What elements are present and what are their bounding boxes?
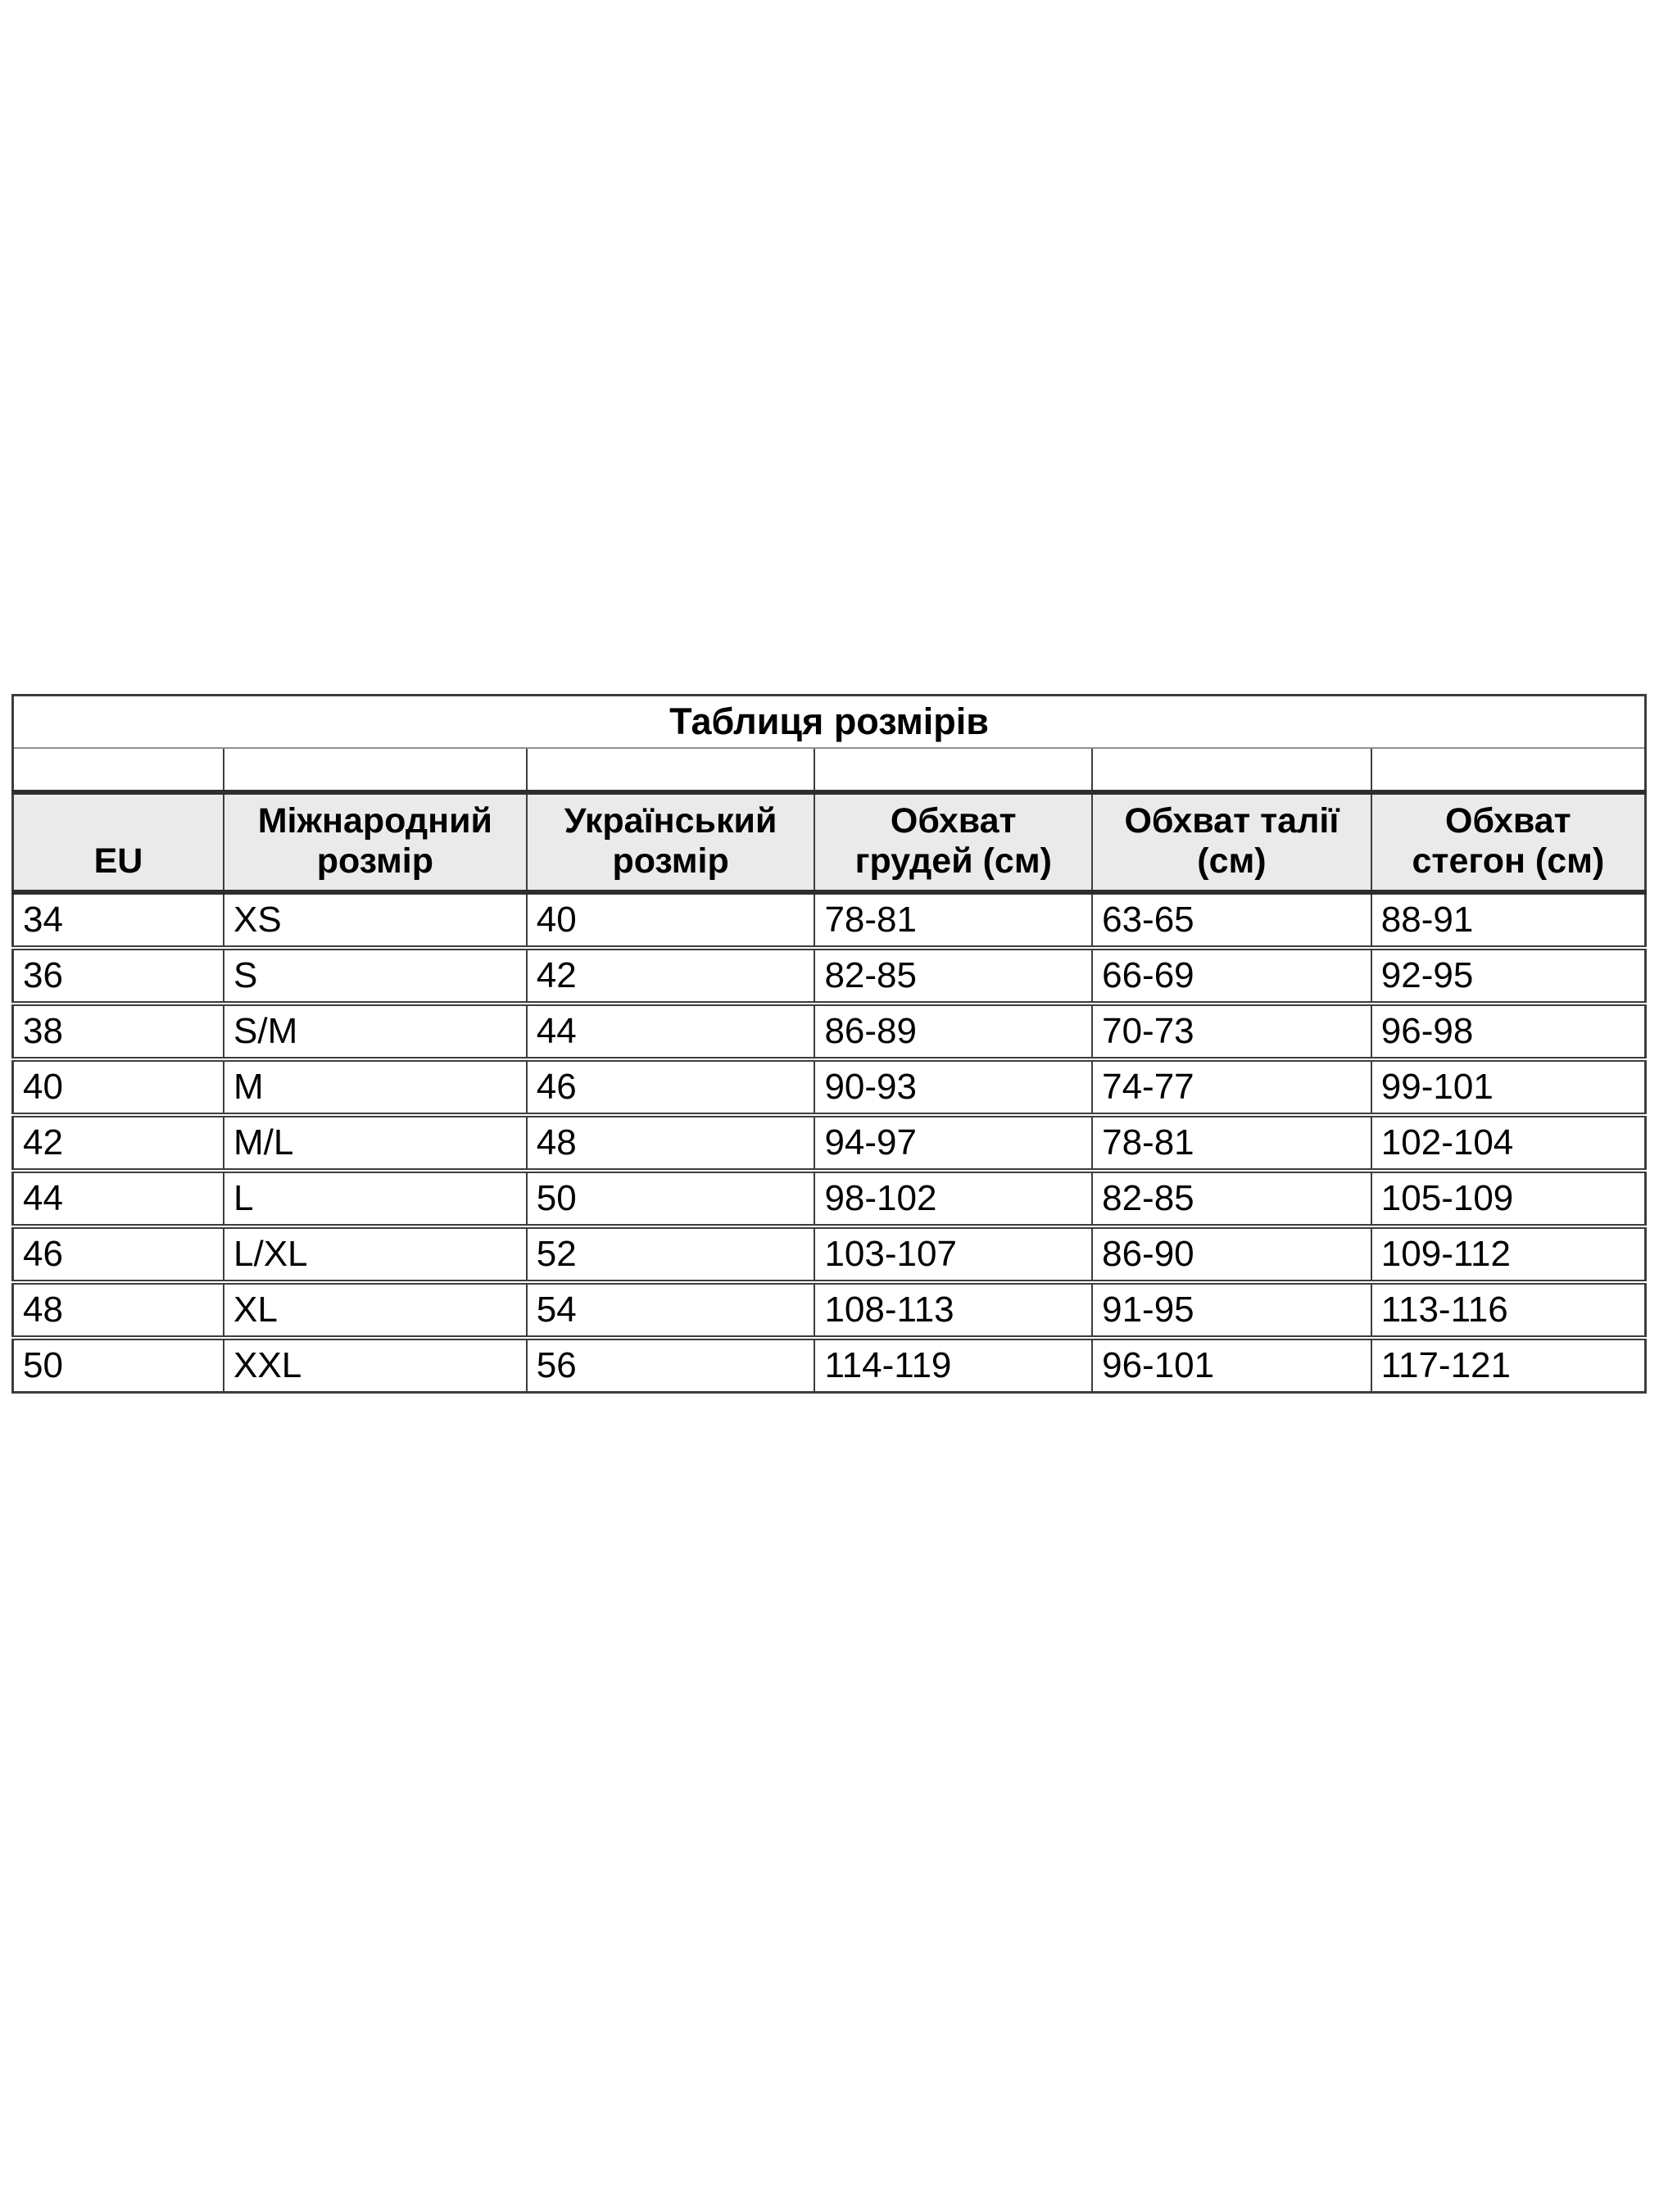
table-cell: 78-81: [814, 892, 1093, 950]
column-header-3: Український розмір: [525, 790, 815, 895]
table-cell: 103-107: [814, 1226, 1093, 1285]
table-cell: 92-95: [1370, 948, 1646, 1006]
table-row: 42 M/L 48 94-97 78-81 102-104: [12, 1115, 1646, 1173]
table-cell: 99-101: [1370, 1059, 1646, 1117]
column-header-2: Міжнародний розмір: [223, 790, 527, 895]
table-row: 34 XS 40 78-81 63-65 88-91: [12, 892, 1646, 950]
table-cell: 74-77: [1091, 1059, 1371, 1117]
spacer-cell: [525, 748, 815, 792]
table-cell: 38: [12, 1004, 224, 1062]
table-cell: 46: [525, 1059, 815, 1117]
column-header-6: Обхват стегон (см): [1370, 790, 1646, 895]
table-cell: S/M: [223, 1004, 527, 1062]
table-cell: 86-90: [1091, 1226, 1371, 1285]
spacer-cell: [814, 748, 1093, 792]
table-cell: XS: [223, 892, 527, 950]
table-cell: 109-112: [1370, 1226, 1646, 1285]
table-cell: 90-93: [814, 1059, 1093, 1117]
table-cell: 36: [12, 948, 224, 1006]
table-cell: 66-69: [1091, 948, 1371, 1006]
table-cell: 88-91: [1370, 892, 1646, 950]
table-cell: 96-101: [1091, 1338, 1371, 1393]
table-cell: 70-73: [1091, 1004, 1371, 1062]
column-header-5: Обхват талії (см): [1091, 790, 1371, 895]
table-title: Таблиця розмірів: [12, 695, 1646, 749]
table-cell: XL: [223, 1282, 527, 1340]
table-cell: M: [223, 1059, 527, 1117]
table-cell: 108-113: [814, 1282, 1093, 1340]
table-cell: 46: [12, 1226, 224, 1285]
table-cell: L: [223, 1171, 527, 1229]
table-cell: 82-85: [814, 948, 1093, 1006]
column-header-1: EU: [12, 790, 224, 895]
table-cell: 96-98: [1370, 1004, 1646, 1062]
table-cell: 40: [525, 892, 815, 950]
column-header-4: Обхват грудей (см): [814, 790, 1093, 895]
table-cell: 50: [23, 1345, 63, 1385]
table-row: 46 L/XL 52 103-107 86-90 109-112: [12, 1226, 1646, 1285]
table-cell: 91-95: [1091, 1282, 1371, 1340]
spacer-cell: [223, 748, 527, 792]
table-cell: 44: [12, 1171, 224, 1229]
table-row: 40 M 46 90-93 74-77 99-101: [12, 1059, 1646, 1117]
table-row: 38 S/M 44 86-89 70-73 96-98: [12, 1004, 1646, 1062]
table-cell: XXL: [223, 1338, 527, 1393]
spacer-cell: [1370, 748, 1646, 792]
table-cell: M/L: [223, 1115, 527, 1173]
table-cell: 44: [525, 1004, 815, 1062]
size-table: Таблиця розмірів EU Міжнародний розмір Укр…: [11, 694, 1647, 1394]
table-cell: 114-119: [814, 1338, 1093, 1393]
table-cell: 42: [525, 948, 815, 1006]
table-cell: 56: [525, 1338, 815, 1393]
table-cell: 117-121: [1370, 1338, 1646, 1393]
table-cell: 78-81: [1091, 1115, 1371, 1173]
table-cell: 94-97: [814, 1115, 1093, 1173]
spacer-cell: [1091, 748, 1371, 792]
spacer-cell: [13, 748, 224, 792]
table-cell: 54: [525, 1282, 815, 1340]
table-cell: 34: [12, 892, 224, 950]
table-cell: 82-85: [1091, 1171, 1371, 1229]
table-cell: 63-65: [1091, 892, 1371, 950]
table-cell: 102-104: [1370, 1115, 1646, 1173]
table-cell: 86-89: [814, 1004, 1093, 1062]
table-cell: 40: [12, 1059, 224, 1117]
table-row: 44 L 50 98-102 82-85 105-109: [12, 1171, 1646, 1229]
header-row: EU Міжнародний розмір Український розмір Об…: [12, 790, 1646, 895]
table-row: 50 XXL 56 114-119 96-101 117-121: [13, 1338, 1646, 1393]
table-cell: 52: [525, 1226, 815, 1285]
table-cell: 113-116: [1370, 1282, 1646, 1340]
spacer-row: [13, 748, 1646, 792]
size-chart: Таблиця розмірів EU Міжнародний розмір Укр…: [11, 694, 1647, 1394]
table-cell: 98-102: [814, 1171, 1093, 1229]
table-cell: 48: [12, 1282, 224, 1340]
table-cell: 48: [525, 1115, 815, 1173]
title-row: Таблиця розмірів: [12, 695, 1646, 749]
table-cell: 105-109: [1370, 1171, 1646, 1229]
table-row: 36 S 42 82-85 66-69 92-95: [12, 948, 1646, 1006]
table-cell: 42: [12, 1115, 224, 1173]
table-cell: S: [223, 948, 527, 1006]
table-cell: L/XL: [223, 1226, 527, 1285]
table-row: 48 XL 54 108-113 91-95 113-116: [12, 1282, 1646, 1340]
table-cell: 50: [525, 1171, 815, 1229]
